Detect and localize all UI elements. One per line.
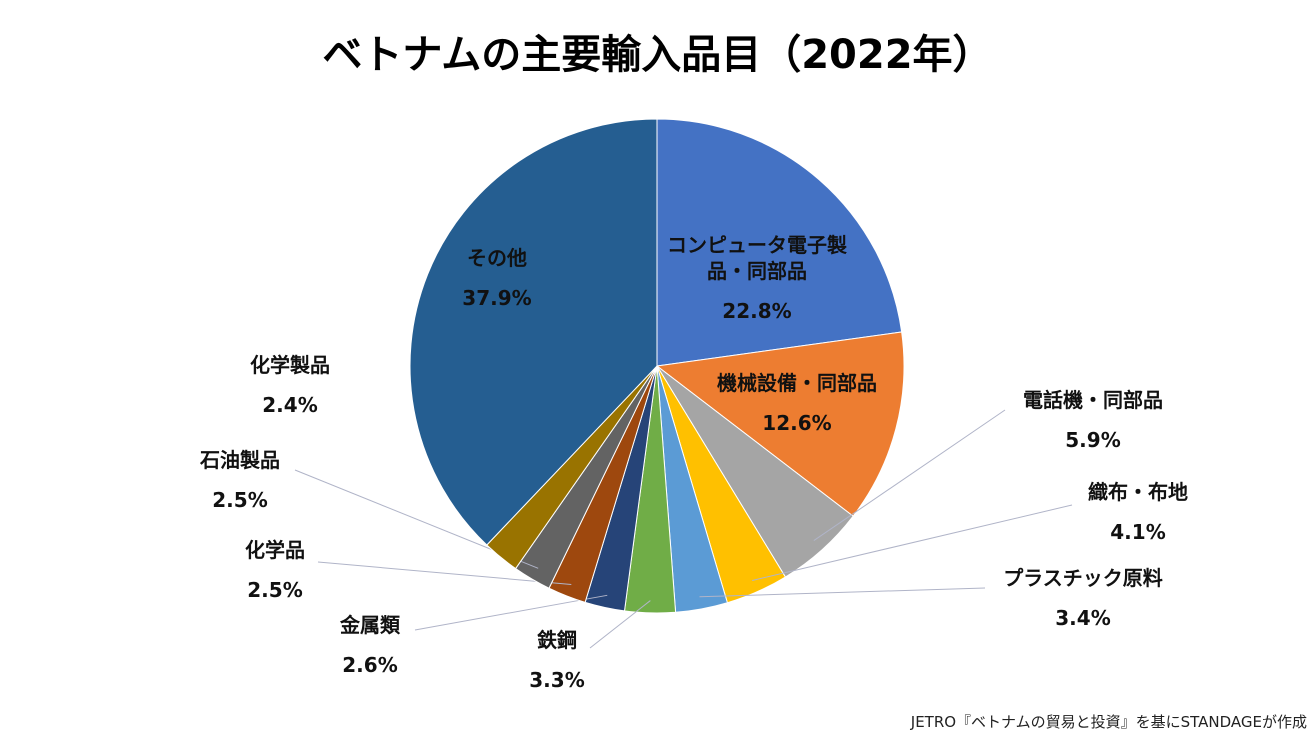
leader-line — [414, 594, 608, 631]
category-label: その他 — [467, 246, 527, 270]
leader-line — [589, 600, 651, 649]
value-label: 22.8% — [722, 299, 792, 323]
slice-label: その他 37.9% — [402, 245, 592, 311]
value-label: 2.5% — [247, 578, 303, 602]
slice-label: 電話機・同部品 5.9% — [998, 387, 1188, 453]
value-label: 12.6% — [762, 411, 832, 435]
category-label: 石油製品 — [200, 448, 280, 472]
category-label: 金属類 — [340, 613, 400, 637]
value-label: 4.1% — [1110, 520, 1166, 544]
value-label: 2.4% — [262, 393, 318, 417]
source-note: JETRO『ベトナムの貿易と投資』を基にSTANDAGEが作成 — [910, 713, 1307, 731]
category-label: 電話機・同部品 — [1023, 388, 1163, 412]
category-label: 化学品 — [245, 538, 305, 562]
category-label: 機械設備・同部品 — [717, 371, 877, 395]
value-label: 3.3% — [529, 668, 585, 692]
value-label: 37.9% — [462, 286, 532, 310]
value-label: 2.5% — [212, 488, 268, 512]
slice-label: コンピュータ電子製品・同部品 22.8% — [662, 232, 852, 324]
category-label: 織布・布地 — [1088, 480, 1188, 504]
category-label: 鉄鋼 — [537, 628, 577, 652]
leader-line — [813, 409, 1006, 541]
slice-label: 金属類 2.6% — [275, 612, 465, 678]
slice-label: 織布・布地 4.1% — [1043, 479, 1233, 545]
category-label: コンピュータ電子製品・同部品 — [667, 233, 847, 283]
category-label: 化学製品 — [250, 353, 330, 377]
pie-slice — [655, 331, 905, 517]
slice-label: 化学品 2.5% — [180, 537, 370, 603]
value-label: 5.9% — [1065, 428, 1121, 452]
slice-label: プラスチック原料 3.4% — [988, 565, 1178, 631]
chart-title: ベトナムの主要輸入品目（2022年） — [322, 32, 993, 78]
slice-label: 化学製品 2.4% — [195, 352, 385, 418]
pie-slice — [656, 118, 903, 367]
category-label: プラスチック原料 — [1003, 566, 1163, 590]
leader-line — [317, 561, 572, 585]
leader-line — [752, 504, 1073, 581]
value-label: 2.6% — [342, 653, 398, 677]
value-label: 3.4% — [1055, 606, 1111, 630]
pie-slice — [409, 118, 658, 546]
slice-label: 石油製品 2.5% — [145, 447, 335, 513]
slice-label: 機械設備・同部品 12.6% — [702, 370, 892, 436]
slice-label: 鉄鋼 3.3% — [462, 627, 652, 693]
leader-line — [699, 587, 986, 598]
